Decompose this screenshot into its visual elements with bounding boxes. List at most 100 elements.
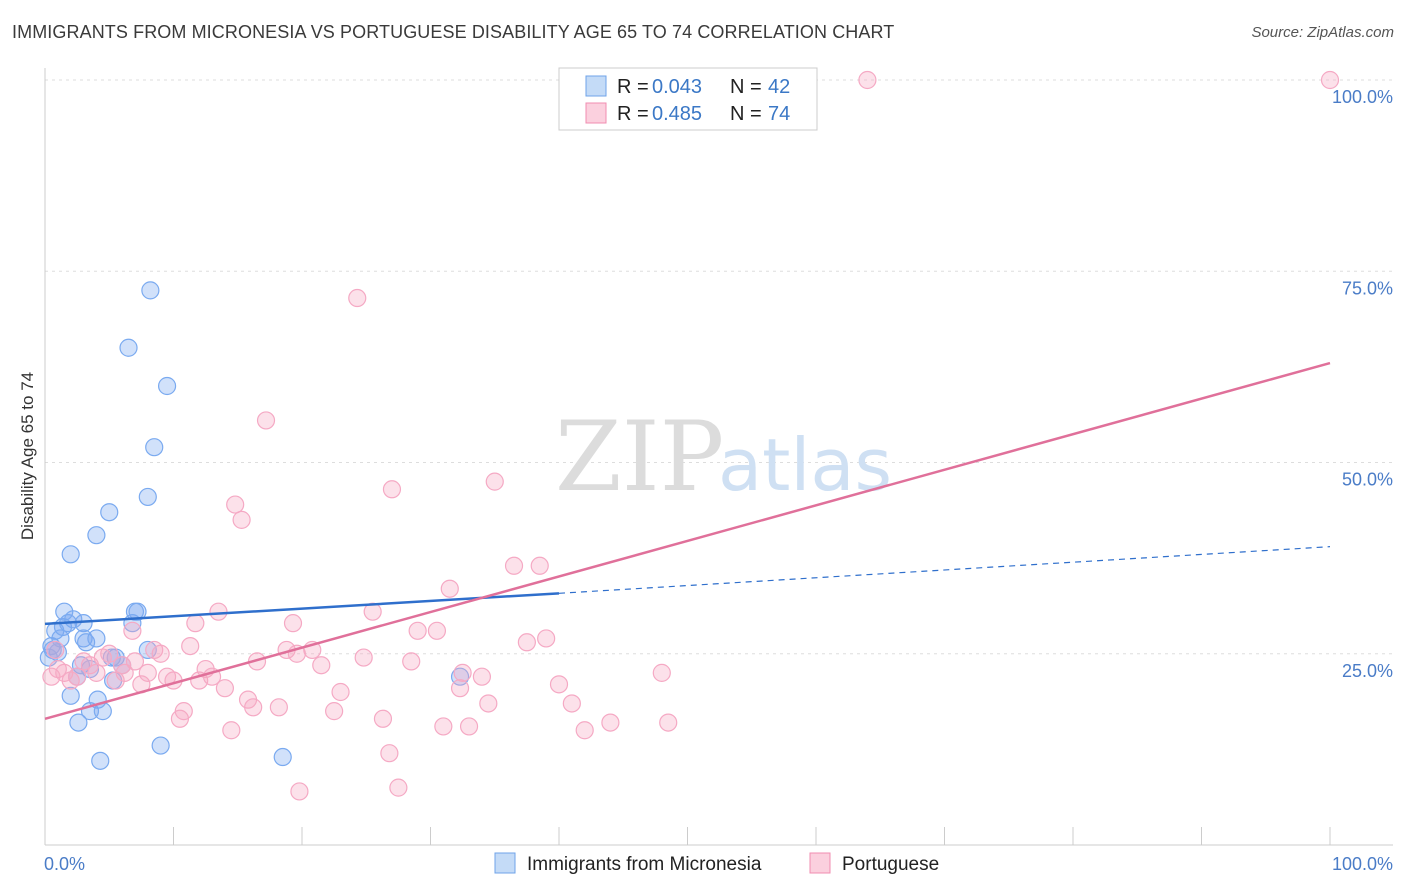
y-tick-label-2: 75.0% bbox=[1342, 278, 1393, 298]
y-axis-label: Disability Age 65 to 74 bbox=[18, 372, 37, 540]
point-s1-66 bbox=[517, 633, 536, 652]
point-s1-17 bbox=[138, 663, 157, 682]
point-s0-33 bbox=[138, 487, 157, 507]
point-s1-8 bbox=[87, 663, 106, 682]
point-s1-63 bbox=[479, 694, 498, 713]
legend-n-value-0: 42 bbox=[768, 76, 790, 98]
point-s1-72 bbox=[601, 713, 620, 732]
point-s1-15 bbox=[125, 652, 145, 671]
point-s1-14 bbox=[123, 621, 142, 640]
bottom-legend-label-micronesia: Immigrants from Micronesia bbox=[527, 854, 762, 875]
chart-title: IMMIGRANTS FROM MICRONESIA VS PORTUGUESE… bbox=[12, 22, 895, 42]
trend-lines bbox=[44, 361, 1331, 720]
legend-n-label-1: N = bbox=[730, 103, 762, 125]
point-s1-60 bbox=[453, 663, 472, 682]
point-s1-73 bbox=[652, 663, 671, 682]
point-s1-19 bbox=[151, 644, 170, 663]
point-s1-75 bbox=[858, 70, 877, 90]
y-tick-label-0: 25.0% bbox=[1342, 661, 1393, 681]
point-s0-37 bbox=[157, 376, 177, 396]
point-s1-10 bbox=[100, 644, 119, 663]
point-s1-48 bbox=[354, 648, 373, 667]
point-s1-70 bbox=[562, 694, 581, 713]
point-s1-40 bbox=[283, 614, 303, 633]
y-tick-label-1: 50.0% bbox=[1342, 470, 1393, 490]
point-s1-32 bbox=[226, 495, 245, 514]
bottom-legend-label-portuguese: Portuguese bbox=[842, 854, 939, 875]
point-s1-35 bbox=[244, 698, 263, 717]
legend-n-label-0: N = bbox=[730, 76, 762, 98]
axes bbox=[44, 68, 1393, 846]
point-s1-74 bbox=[659, 713, 678, 732]
trend-line-portuguese bbox=[44, 361, 1331, 720]
point-s1-69 bbox=[549, 675, 569, 694]
point-s1-31 bbox=[222, 721, 241, 740]
x-tick-min: 0.0% bbox=[44, 854, 85, 874]
point-s1-52 bbox=[382, 480, 402, 499]
point-s1-30 bbox=[215, 679, 234, 698]
point-s1-44 bbox=[312, 656, 331, 675]
point-s1-25 bbox=[186, 614, 205, 633]
source-label: Source: ZipAtlas.com bbox=[1251, 24, 1394, 41]
watermark-zip: ZIP bbox=[555, 401, 724, 513]
point-s0-28 bbox=[119, 338, 138, 357]
watermark-atlas: atlas bbox=[718, 423, 892, 507]
point-s1-29 bbox=[209, 602, 228, 621]
point-s1-51 bbox=[380, 744, 399, 763]
point-s1-68 bbox=[537, 629, 556, 648]
point-s1-1 bbox=[46, 640, 65, 660]
point-s0-8 bbox=[61, 686, 80, 705]
point-s1-5 bbox=[68, 667, 87, 686]
legend: R = 0.043 N = 42 R = 0.485 N = 74 bbox=[558, 67, 818, 131]
point-s0-34 bbox=[141, 281, 160, 300]
point-s0-24 bbox=[100, 503, 119, 522]
legend-n-value-1: 74 bbox=[768, 103, 790, 125]
legend-r-label-1: R = bbox=[617, 103, 649, 125]
y-tick-labels: 25.0% 50.0% 75.0% 100.0% bbox=[1332, 87, 1393, 681]
point-s0-19 bbox=[87, 629, 106, 648]
point-s1-33 bbox=[232, 510, 251, 529]
point-s0-38 bbox=[273, 747, 292, 767]
trend-line-micronesia-extension bbox=[558, 546, 1331, 594]
watermark: ZIP atlas bbox=[555, 401, 892, 513]
bottom-legend: Immigrants from Micronesia Portuguese bbox=[494, 852, 939, 875]
point-s0-35 bbox=[145, 438, 164, 457]
legend-r-label-0: R = bbox=[617, 76, 649, 98]
point-s1-62 bbox=[472, 667, 491, 686]
point-s1-24 bbox=[181, 636, 200, 656]
bottom-legend-swatch-portuguese bbox=[809, 852, 831, 874]
legend-swatch-portuguese bbox=[585, 102, 607, 124]
point-s1-61 bbox=[459, 717, 479, 736]
data-points bbox=[39, 70, 1340, 801]
point-s0-31 bbox=[128, 602, 147, 621]
point-s1-46 bbox=[331, 682, 350, 702]
point-s1-13 bbox=[115, 663, 134, 682]
point-s0-22 bbox=[91, 751, 110, 770]
point-s1-45 bbox=[325, 702, 344, 721]
point-s1-67 bbox=[530, 556, 549, 575]
point-s1-65 bbox=[504, 556, 524, 575]
point-s1-54 bbox=[402, 652, 421, 671]
point-s1-47 bbox=[348, 288, 367, 308]
point-s1-59 bbox=[450, 679, 470, 698]
point-s1-38 bbox=[269, 698, 288, 717]
trend-line-micronesia bbox=[44, 592, 560, 626]
legend-r-value-1: 0.485 bbox=[652, 103, 702, 125]
point-s1-37 bbox=[256, 411, 276, 430]
point-s0-4 bbox=[51, 629, 70, 648]
point-s1-76 bbox=[1320, 70, 1340, 90]
point-s0-20 bbox=[87, 526, 106, 545]
point-s1-64 bbox=[485, 472, 504, 491]
legend-r-value-0: 0.043 bbox=[652, 76, 702, 98]
point-s1-58 bbox=[440, 579, 459, 598]
point-s1-55 bbox=[408, 621, 427, 640]
point-s1-53 bbox=[389, 778, 408, 797]
legend-swatch-micronesia bbox=[585, 75, 607, 97]
point-s0-9 bbox=[61, 545, 80, 564]
bottom-legend-swatch-micronesia bbox=[494, 852, 516, 874]
point-s1-50 bbox=[373, 709, 393, 728]
point-s1-56 bbox=[427, 621, 447, 640]
point-s0-36 bbox=[151, 736, 170, 755]
x-tick-max: 100.0% bbox=[1332, 854, 1393, 874]
